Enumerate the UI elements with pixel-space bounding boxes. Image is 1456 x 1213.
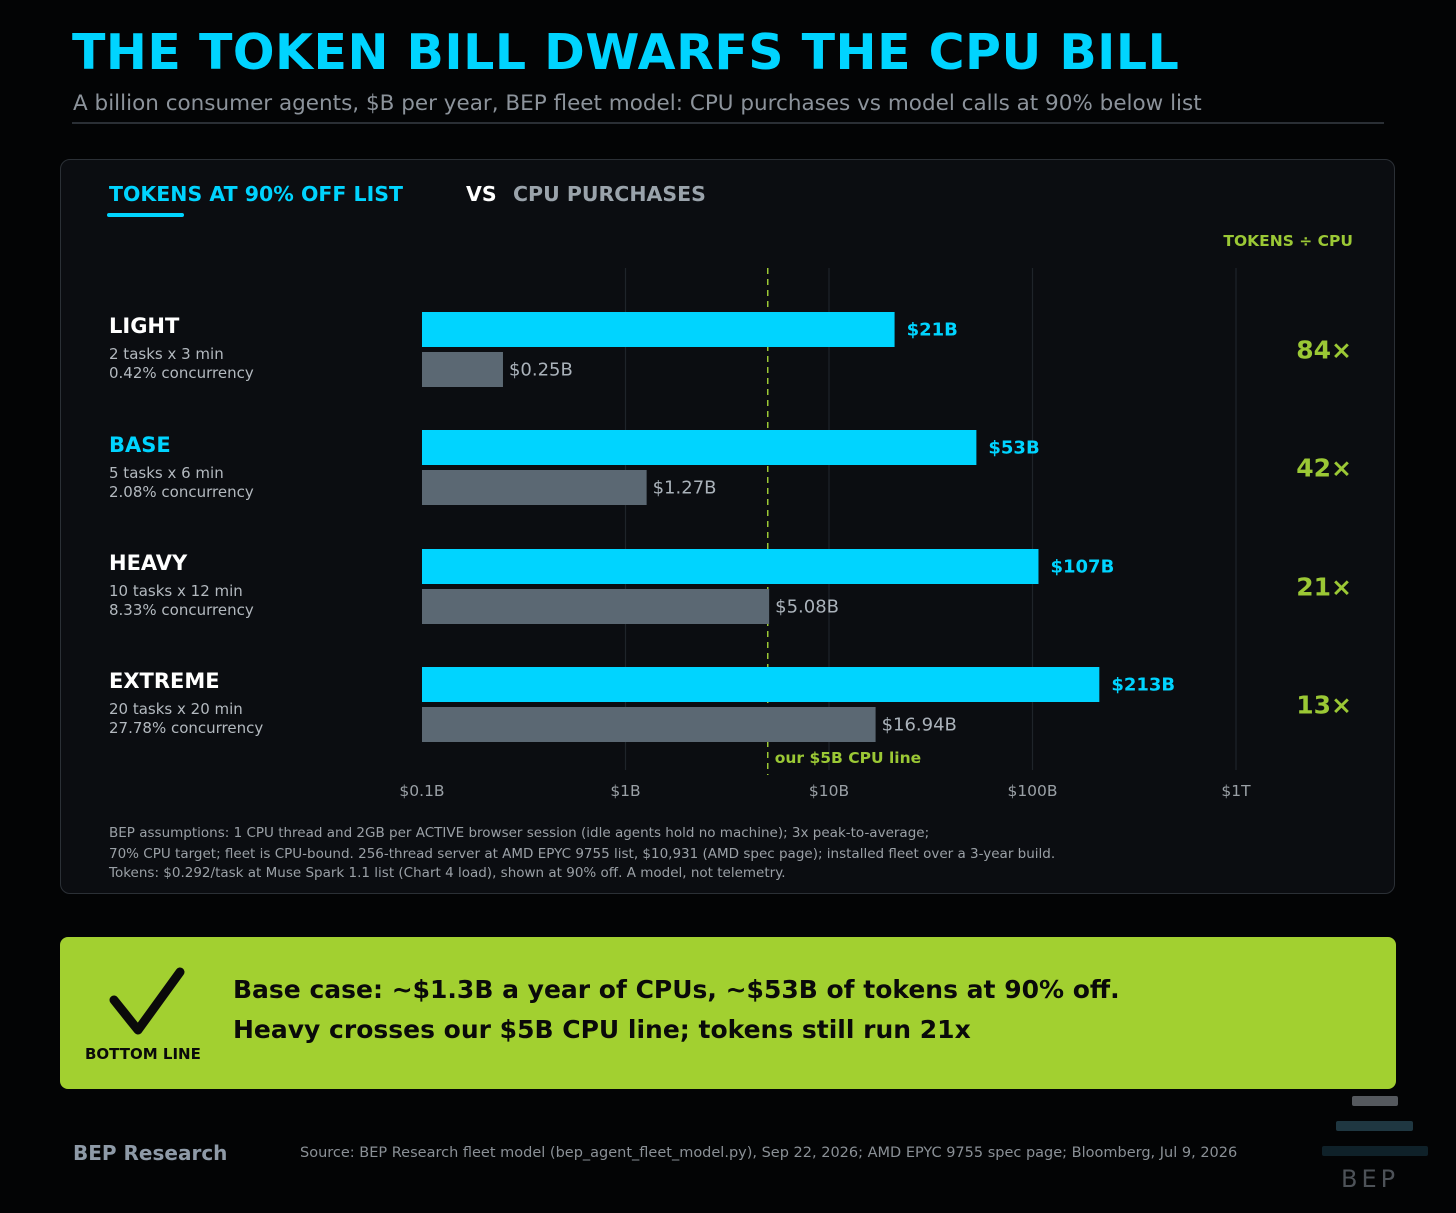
page-subtitle: A billion consumer agents, $B per year, … [73,91,1202,116]
category-detail-extreme-2: 27.78% concurrency [109,719,264,737]
ratio-value-base: 42× [1296,454,1352,483]
ratio-column-header: TOKENS ÷ CPU [1223,232,1353,250]
category-name-extreme: EXTREME [109,669,220,693]
bottom-line-box [60,937,1396,1089]
logo-text: BEP [1341,1165,1400,1193]
category-name-base: BASE [109,433,171,457]
logo-bar [1352,1096,1398,1106]
token-value-label-extreme: $213B [1111,675,1175,696]
token-bar-heavy [422,549,1039,584]
footnote-line-1: BEP assumptions: 1 CPU thread and 2GB pe… [109,825,930,841]
tab-cpu[interactable]: CPU PURCHASES [513,182,706,206]
tab-vs-label: VS [466,182,497,206]
x-tick-label: $1T [1221,782,1251,800]
category-detail-extreme-1: 20 tasks x 20 min [109,700,243,718]
category-name-light: LIGHT [109,314,180,338]
cpu-value-label-light: $0.25B [509,360,573,381]
bottom-line-text-2: Heavy crosses our $5B CPU line; tokens s… [233,1015,971,1044]
token-bar-extreme [422,667,1100,702]
x-tick-label: $1B [610,782,640,800]
tab-tokens[interactable]: TOKENS AT 90% OFF LIST [109,182,403,206]
category-detail-base-2: 2.08% concurrency [109,483,254,501]
check-icon [109,967,185,1035]
bottom-line-label: BOTTOM LINE [85,1045,201,1063]
cpu-value-label-base: $1.27B [653,478,717,499]
ratio-value-light: 84× [1296,336,1352,365]
token-value-label-base: $53B [988,438,1039,459]
brand-name: BEP Research [73,1141,228,1165]
category-detail-light-2: 0.42% concurrency [109,364,254,382]
token-bar-light [422,312,895,347]
cpu-bar-base [422,470,647,505]
page-title: THE TOKEN BILL DWARFS THE CPU BILL [72,24,1180,81]
footnote-line-2: 70% CPU target; fleet is CPU-bound. 256-… [109,846,1056,862]
tab-active-underline [107,213,184,217]
category-detail-heavy-2: 8.33% concurrency [109,601,254,619]
ratio-value-heavy: 21× [1296,573,1352,602]
category-detail-light-1: 2 tasks x 3 min [109,345,224,363]
logo-bar [1322,1146,1428,1156]
footnote-line-3: Tokens: $0.292/task at Muse Spark 1.1 li… [109,865,786,881]
token-value-label-light: $21B [907,320,958,341]
category-detail-base-1: 5 tasks x 6 min [109,464,224,482]
reference-line-label: our $5B CPU line [775,749,921,767]
cpu-bar-light [422,352,503,387]
cpu-value-label-extreme: $16.94B [882,715,957,736]
x-tick-label: $0.1B [399,782,444,800]
cpu-value-label-heavy: $5.08B [775,597,839,618]
x-tick-label: $10B [809,782,849,800]
bottom-line-text-1: Base case: ~$1.3B a year of CPUs, ~$53B … [233,975,1120,1004]
category-name-heavy: HEAVY [109,551,188,575]
logo-bar [1336,1121,1413,1131]
x-tick-label: $100B [1007,782,1057,800]
token-value-label-heavy: $107B [1050,557,1114,578]
source-note: Source: BEP Research fleet model (bep_ag… [300,1145,1238,1161]
cpu-bar-extreme [422,707,876,742]
cpu-bar-heavy [422,589,770,624]
chart-panel [60,159,1395,894]
ratio-value-extreme: 13× [1296,691,1352,720]
category-detail-heavy-1: 10 tasks x 12 min [109,582,243,600]
title-divider [72,122,1384,124]
token-bar-base [422,430,977,465]
